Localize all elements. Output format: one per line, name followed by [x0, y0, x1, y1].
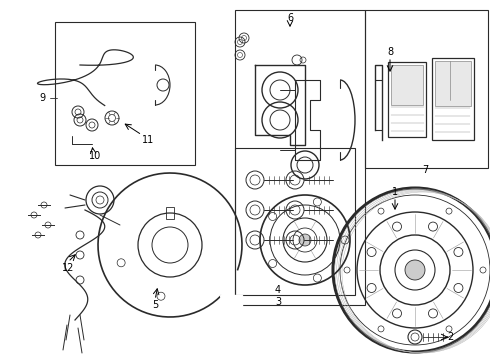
Bar: [235, 148, 355, 295]
Bar: [166, 207, 174, 219]
Bar: [365, 10, 488, 168]
Text: 11: 11: [142, 135, 154, 145]
Bar: [55, 22, 195, 165]
Text: 6: 6: [287, 13, 293, 23]
Text: 4: 4: [275, 285, 281, 295]
Circle shape: [299, 234, 311, 246]
Bar: [432, 58, 474, 140]
Text: 3: 3: [275, 297, 281, 307]
Text: 10: 10: [89, 151, 101, 161]
Polygon shape: [220, 295, 242, 317]
Text: 8: 8: [387, 47, 393, 57]
Text: 1: 1: [392, 187, 398, 197]
Text: 12: 12: [62, 263, 74, 273]
Text: 7: 7: [422, 165, 428, 175]
Bar: [235, 10, 365, 305]
Text: 2: 2: [447, 332, 453, 342]
Bar: [388, 62, 426, 137]
Bar: [435, 61, 471, 106]
Text: 5: 5: [152, 300, 158, 310]
Bar: [391, 65, 423, 105]
Circle shape: [405, 260, 425, 280]
Text: 9: 9: [39, 93, 45, 103]
